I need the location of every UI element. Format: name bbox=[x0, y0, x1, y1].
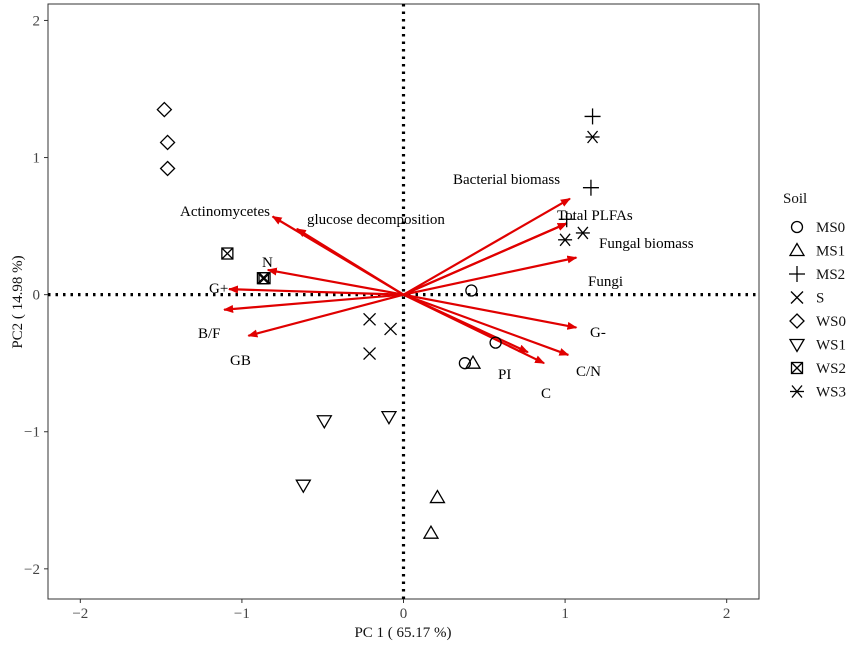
vector-arrow bbox=[402, 197, 571, 296]
point-ws0 bbox=[159, 160, 176, 177]
vector-label: C bbox=[541, 386, 551, 402]
vector-label: Total PLFAs bbox=[557, 208, 633, 224]
vector-label: N bbox=[262, 255, 273, 271]
y-tick-label: −2 bbox=[24, 562, 40, 578]
y-tick-label: 2 bbox=[33, 13, 41, 29]
zero-lines bbox=[48, 4, 759, 599]
legend-label: WS2 bbox=[816, 361, 846, 377]
vector-label: glucose decomposition bbox=[307, 212, 445, 228]
point-ws3 bbox=[575, 226, 590, 240]
y-axis-title: PC2 ( 14.98 %) bbox=[10, 255, 26, 348]
x-tick-label: 2 bbox=[723, 606, 731, 622]
vector-arrow bbox=[403, 293, 570, 357]
legend-item-ws0: WS0 bbox=[789, 313, 846, 330]
legend-item-s: S bbox=[790, 291, 824, 307]
vector-arrow bbox=[403, 222, 568, 296]
point-ms0 bbox=[489, 336, 502, 349]
point-ms1 bbox=[464, 354, 482, 369]
legend-marker bbox=[790, 385, 804, 398]
vector-label: PI bbox=[498, 367, 511, 383]
vector-labels: Bacterial biomass Total PLFAs Fungal bioma… bbox=[180, 172, 694, 402]
y-tick-label: 0 bbox=[33, 288, 41, 304]
vector-label: B/F bbox=[198, 326, 221, 342]
legend-label: MS0 bbox=[816, 220, 845, 236]
vector-arrow bbox=[295, 227, 405, 296]
legend-item-ms1: MS1 bbox=[788, 242, 845, 260]
point-ms2 bbox=[584, 108, 601, 125]
x-axis: −2 −1 0 1 2 bbox=[72, 599, 730, 622]
point-s bbox=[363, 312, 377, 326]
vector-arrow bbox=[227, 285, 404, 296]
legend-marker bbox=[789, 266, 805, 282]
legend-marker bbox=[788, 242, 806, 257]
x-axis-title: PC 1 ( 65.17 %) bbox=[354, 625, 451, 641]
point-ws1 bbox=[295, 479, 312, 494]
legend-item-ms0: MS0 bbox=[790, 220, 845, 236]
vector-label: C/N bbox=[576, 364, 601, 380]
x-tick-label: −2 bbox=[72, 606, 88, 622]
plot-panel bbox=[47, 3, 760, 600]
legend-marker bbox=[788, 338, 806, 353]
vector-arrow bbox=[403, 255, 578, 296]
y-tick-label: −1 bbox=[24, 425, 40, 441]
vector-arrow bbox=[403, 293, 578, 330]
vector-label: Actinomycetes bbox=[180, 204, 270, 220]
legend: Soil MS0 MS1 MS2 S WS0 WS1 WS2 WS3 bbox=[783, 191, 846, 401]
vector-label: G- bbox=[590, 325, 606, 341]
legend-label: S bbox=[816, 291, 824, 307]
vector-arrow bbox=[403, 293, 529, 354]
score-points bbox=[156, 101, 601, 539]
point-ws3 bbox=[585, 130, 600, 144]
legend-item-ms2: MS2 bbox=[789, 266, 845, 283]
point-ws1 bbox=[380, 411, 398, 425]
legend-item-ws2: WS2 bbox=[790, 361, 846, 377]
point-ws2 bbox=[221, 247, 234, 260]
vector-label: Fungal biomass bbox=[599, 236, 694, 252]
vector-arrow bbox=[247, 293, 404, 338]
legend-item-ws1: WS1 bbox=[788, 338, 846, 354]
legend-marker bbox=[790, 361, 804, 375]
point-ms0 bbox=[458, 357, 472, 370]
legend-item-ws3: WS3 bbox=[790, 385, 846, 401]
point-ws0 bbox=[159, 134, 176, 151]
vector-label: Bacterial biomass bbox=[453, 172, 560, 188]
point-ms0 bbox=[465, 284, 478, 297]
point-ws0 bbox=[156, 101, 173, 118]
legend-label: MS2 bbox=[816, 267, 845, 283]
point-ms1 bbox=[429, 489, 446, 504]
vector-arrow bbox=[266, 267, 404, 296]
point-s bbox=[363, 347, 377, 361]
loading-vectors bbox=[223, 197, 578, 365]
y-axis: −2 −1 0 1 2 bbox=[24, 13, 48, 578]
legend-marker bbox=[790, 220, 804, 234]
legend-label: WS3 bbox=[816, 385, 846, 401]
vector-label: G+ bbox=[209, 281, 228, 297]
point-ws3 bbox=[558, 233, 573, 247]
x-tick-label: 1 bbox=[561, 606, 569, 622]
point-ms2 bbox=[582, 179, 599, 196]
point-ws1 bbox=[316, 415, 333, 430]
vector-arrow bbox=[223, 293, 404, 313]
x-tick-label: 0 bbox=[400, 606, 408, 622]
legend-label: WS0 bbox=[816, 314, 846, 330]
legend-label: MS1 bbox=[816, 244, 845, 260]
legend-marker bbox=[790, 291, 804, 304]
legend-label: WS1 bbox=[816, 338, 846, 354]
point-ms1 bbox=[422, 524, 440, 539]
point-ms2 bbox=[558, 211, 575, 228]
legend-marker bbox=[789, 313, 805, 329]
vector-label: GB bbox=[230, 353, 251, 369]
vector-label: Fungi bbox=[588, 274, 623, 290]
point-s bbox=[384, 322, 398, 336]
x-tick-label: −1 bbox=[234, 606, 250, 622]
y-tick-label: 1 bbox=[33, 151, 41, 167]
legend-title: Soil bbox=[783, 191, 807, 207]
point-ws2 bbox=[256, 272, 270, 285]
